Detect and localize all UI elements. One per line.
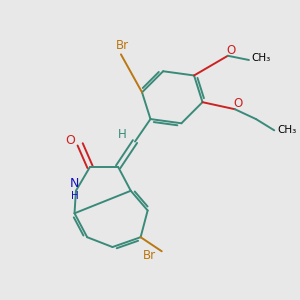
Text: O: O <box>65 134 75 147</box>
Text: N: N <box>70 177 79 190</box>
Text: O: O <box>226 44 236 57</box>
Text: Br: Br <box>142 249 156 262</box>
Text: H: H <box>70 191 78 201</box>
Text: CH₃: CH₃ <box>277 125 296 135</box>
Text: CH₃: CH₃ <box>251 53 270 63</box>
Text: H: H <box>118 128 127 141</box>
Text: Br: Br <box>116 39 129 52</box>
Text: O: O <box>234 97 243 110</box>
